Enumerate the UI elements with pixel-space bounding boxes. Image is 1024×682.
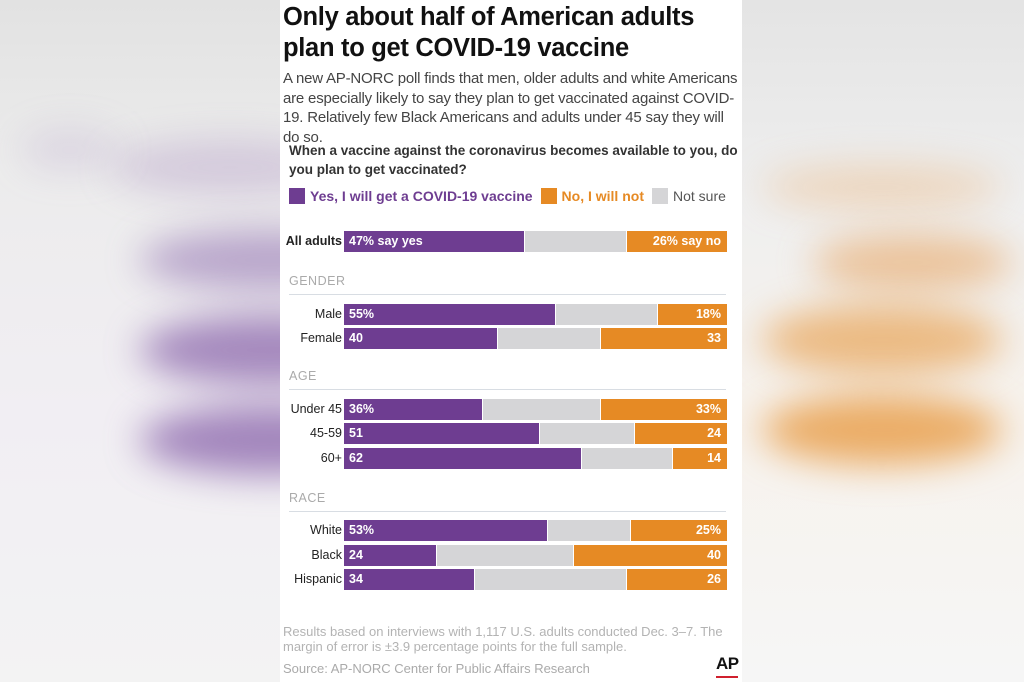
bar-not-sure-under-45 [482,399,600,420]
legend-swatch-no [540,188,557,204]
bar-not-sure-black [436,545,573,566]
bar-not-sure-60- [582,448,673,469]
blurred-bar [110,140,282,195]
bar-no-all-adults [627,231,727,252]
legend-item-yes: Yes, I will get a COVID-19 vaccine [289,188,533,204]
blurred-bar [762,305,1002,375]
data-label-no-female: 33 [707,331,721,345]
bar-yes-male [344,304,555,325]
legend-item-no: No, I will not [540,188,644,204]
blurred-bar [20,130,120,170]
bar-yes-under-45 [344,399,482,420]
section-divider [289,511,726,512]
bar-yes-all-adults [344,231,524,252]
data-label-yes-60-: 62 [349,451,363,465]
bar-no-female [600,328,727,349]
row-label-60-: 60+ [320,451,342,465]
stacked-bar-chart: GENDER AGE RACE All adults 47% say yes 26% sa… [280,0,742,682]
row-label-45-59: 45-59 [310,426,342,440]
section-divider [289,389,726,390]
section-label-race: RACE [289,491,326,505]
legend-swatch-yes [289,188,305,204]
bar-yes-hispanic [344,569,475,590]
bar-yes-45-59 [344,423,540,444]
data-label-no-all-adults: 26% say no [652,234,721,248]
bar-not-sure-female [498,328,600,349]
data-label-no-60-: 14 [707,451,721,465]
bar-yes-female [344,328,498,349]
data-label-no-hispanic: 26 [707,572,721,586]
bar-no-45-59 [635,423,727,444]
blurred-bar [140,405,282,475]
legend-item-not-sure: Not sure [651,188,726,204]
bar-no-black [573,545,727,566]
blurred-bar [762,165,1002,210]
blurred-bar [140,230,282,290]
data-label-yes-hispanic: 34 [349,572,363,586]
row-label-black: Black [311,548,342,562]
bar-yes-black [344,545,436,566]
bar-no-60- [673,448,727,469]
blurred-bar [812,235,1012,290]
data-label-yes-under-45: 36% [349,402,375,416]
blurred-bar [762,395,1002,465]
data-label-yes-all-adults: 47% say yes [349,234,423,248]
data-label-yes-black: 24 [349,548,363,562]
row-label-under-45: Under 45 [290,402,342,416]
ap-logo-underline [716,676,738,678]
row-label-hispanic: Hispanic [294,572,342,586]
survey-question: When a vaccine against the coronavirus b… [289,143,738,177]
bar-no-white [631,520,727,541]
ap-logo: AP [716,654,739,673]
legend-label-no: No, I will not [561,188,644,204]
data-label-no-under-45: 33% [695,402,721,416]
bar-yes-white [344,520,547,541]
bar-not-sure-male [555,304,658,325]
data-label-yes-white: 53% [349,523,375,537]
legend-label-yes: Yes, I will get a COVID-19 vaccine [310,188,533,204]
section-divider [289,294,726,295]
bar-not-sure-hispanic [475,569,627,590]
data-label-yes-female: 40 [349,331,363,345]
row-label-male: Male [314,307,342,321]
data-label-no-45-59: 24 [707,426,721,440]
bar-not-sure-45-59 [540,423,635,444]
source-credit: Source: AP-NORC Center for Public Affair… [283,661,590,676]
legend-swatch-not-sure [651,188,668,204]
footnote: Results based on interviews with 1,117 U… [283,624,723,654]
row-label-all-adults: All adults [285,234,342,248]
chart-subtitle: A new AP-NORC poll finds that men, older… [283,70,738,146]
blurred-background-left [0,0,282,682]
bar-no-male [658,304,727,325]
row-label-white: White [310,523,342,537]
bar-not-sure-white [547,520,631,541]
section-label-age: AGE [289,369,317,383]
blurred-bar [140,315,282,385]
bar-yes-60- [344,448,582,469]
data-label-no-male: 18% [695,307,721,321]
legend: Yes, I will get a COVID-19 vaccine No, I… [289,186,734,206]
data-label-no-white: 25% [695,523,721,537]
data-label-yes-45-59: 51 [349,426,363,440]
legend-label-not-sure: Not sure [672,188,726,204]
bar-no-hispanic [627,569,727,590]
infographic-card: Only about half of American adults plan … [280,0,742,682]
data-label-yes-male: 55% [349,307,375,321]
section-label-gender: GENDER [289,274,346,288]
blurred-background-right [742,0,1024,682]
bar-not-sure-all-adults [525,231,627,252]
chart-title: Only about half of American adults plan … [283,3,695,62]
data-label-no-black: 40 [707,548,721,562]
row-label-female: Female [300,331,342,345]
bar-no-under-45 [600,399,727,420]
